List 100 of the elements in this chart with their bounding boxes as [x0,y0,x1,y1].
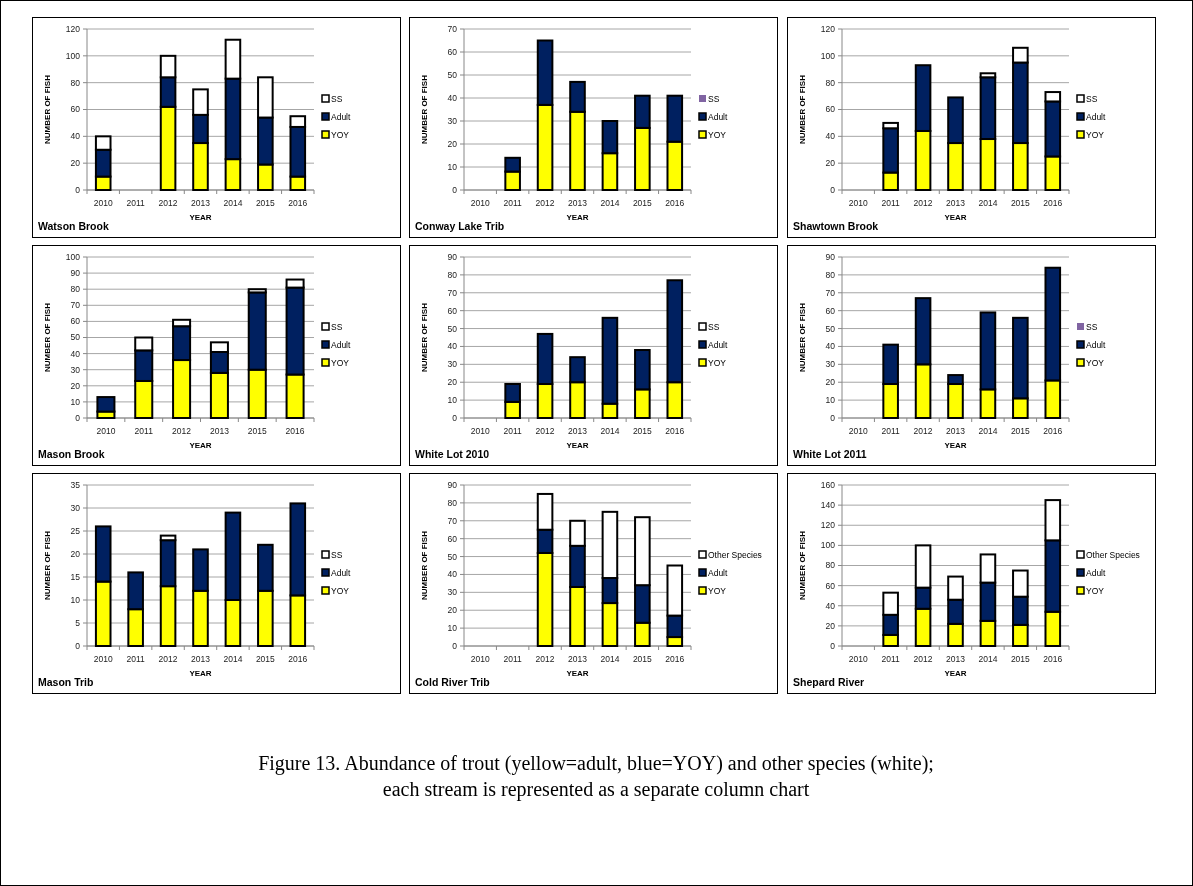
text: Mason Brook [38,448,105,460]
x-axis-title: YEAR [566,441,589,450]
legend-label: SS [708,93,720,104]
text: Shawtown Brook [793,220,879,232]
x-tick-label: 2013 [946,198,966,208]
x-tick-label: 2016 [1043,654,1063,664]
x-tick-label: 2011 [134,426,154,436]
y-tick-label: 60 [825,104,836,115]
legend-label: YOY [331,585,350,596]
y-axis-title: NUMBER OF FISH [43,74,52,144]
x-tick-label: 2012 [158,198,178,208]
y-tick-label: 40 [447,569,458,580]
y-tick-label: 20 [447,138,458,149]
y-tick-label: 80 [447,269,458,280]
y-tick-label: 120 [820,520,836,531]
y-tick-label: 80 [70,77,81,88]
y-tick-label: 70 [447,23,458,34]
y-tick-label: 10 [70,396,81,407]
x-tick-label: 2010 [848,426,868,436]
y-tick-label: 40 [447,92,458,103]
y-tick-label: 20 [70,158,81,169]
y-tick-label: 50 [447,551,458,562]
legend-label: Adult [1086,339,1107,350]
y-tick-label: 60 [447,533,458,544]
x-tick-label: 2015 [1010,426,1031,436]
y-tick-label: 70 [447,515,458,526]
x-tick-label: 2016 [288,198,308,208]
x-tick-label: 2013 [568,654,588,664]
x-tick-label: 2012 [535,198,555,208]
caption: Figure 13. Abundance of trout (yellow=adult, blue=YOY) and other species (white); each stream is represented as a separate column chart [258,752,934,801]
y-tick-label: 10 [447,395,458,406]
x-tick-label: 2014 [978,654,998,664]
x-axis-title: YEAR [944,213,967,222]
y-tick-label: 10 [825,395,836,406]
y-axis-title: NUMBER OF FISH [798,302,807,372]
x-tick-label: 2012 [172,426,192,436]
y-tick-label: 100 [820,50,836,61]
y-tick-label: 30 [70,502,81,513]
x-axis-title: YEAR [189,441,212,450]
y-tick-label: 40 [70,131,81,142]
x-tick-label: 2012 [535,654,555,664]
text: White Lot 2010 [415,448,490,460]
x-tick-label: 2013 [191,654,211,664]
y-tick-label: 20 [447,605,458,616]
x-tick-label: 2013 [209,426,230,436]
x-tick-label: 2011 [503,654,523,664]
x-tick-label: 2012 [913,654,933,664]
x-tick-label: 2015 [1010,198,1031,208]
legend-label: SS [331,93,343,104]
y-tick-label: 50 [447,323,458,334]
y-tick-label: 5 [75,617,81,628]
legend-label: SS [1086,321,1098,332]
x-tick-label: 2013 [191,198,211,208]
y-tick-label: 60 [70,316,81,327]
legend-label: Adult [1086,111,1107,122]
y-tick-label: 60 [825,580,836,591]
y-tick-label: 0 [830,640,836,651]
y-tick-label: 20 [825,620,836,631]
x-tick-label: 2011 [881,198,901,208]
y-tick-label: 80 [447,497,458,508]
x-tick-label: 2015 [255,198,276,208]
y-tick-label: 0 [830,184,836,195]
y-axis-title: NUMBER OF FISH [420,530,429,600]
y-tick-label: 40 [825,341,836,352]
legend-label: Other Species [1086,549,1140,560]
y-tick-label: 80 [70,284,81,295]
y-tick-label: 20 [70,548,81,559]
y-axis-title: NUMBER OF FISH [420,302,429,372]
y-tick-label: 90 [447,479,458,490]
y-tick-label: 100 [820,540,836,551]
legend-label: Adult [708,339,729,350]
text: Shepard River [793,676,865,688]
x-tick-label: 2012 [913,198,933,208]
x-axis-title: YEAR [566,669,589,678]
y-tick-label: 70 [447,287,458,298]
x-tick-label: 2010 [96,426,116,436]
x-tick-label: 2015 [1010,654,1031,664]
x-axis-title: YEAR [189,669,212,678]
x-tick-label: 2014 [978,198,998,208]
y-tick-label: 140 [820,500,836,511]
y-tick-label: 100 [65,251,81,262]
y-tick-label: 60 [70,104,81,115]
y-axis-title: NUMBER OF FISH [420,74,429,144]
y-tick-label: 20 [825,377,836,388]
y-tick-label: 0 [75,184,81,195]
x-axis-title: YEAR [189,213,212,222]
y-tick-label: 35 [70,479,81,490]
x-tick-label: 2014 [600,198,620,208]
x-tick-label: 2010 [848,654,868,664]
y-tick-label: 60 [447,305,458,316]
legend-label: Other Species [708,549,762,560]
y-tick-label: 0 [452,640,458,651]
x-axis-title: YEAR [566,213,589,222]
x-tick-label: 2010 [470,426,490,436]
legend-label: YOY [1086,357,1105,368]
x-tick-label: 2012 [158,654,178,664]
x-tick-label: 2016 [1043,426,1063,436]
y-tick-label: 80 [825,77,836,88]
x-tick-label: 2016 [665,654,685,664]
y-tick-label: 70 [70,300,81,311]
